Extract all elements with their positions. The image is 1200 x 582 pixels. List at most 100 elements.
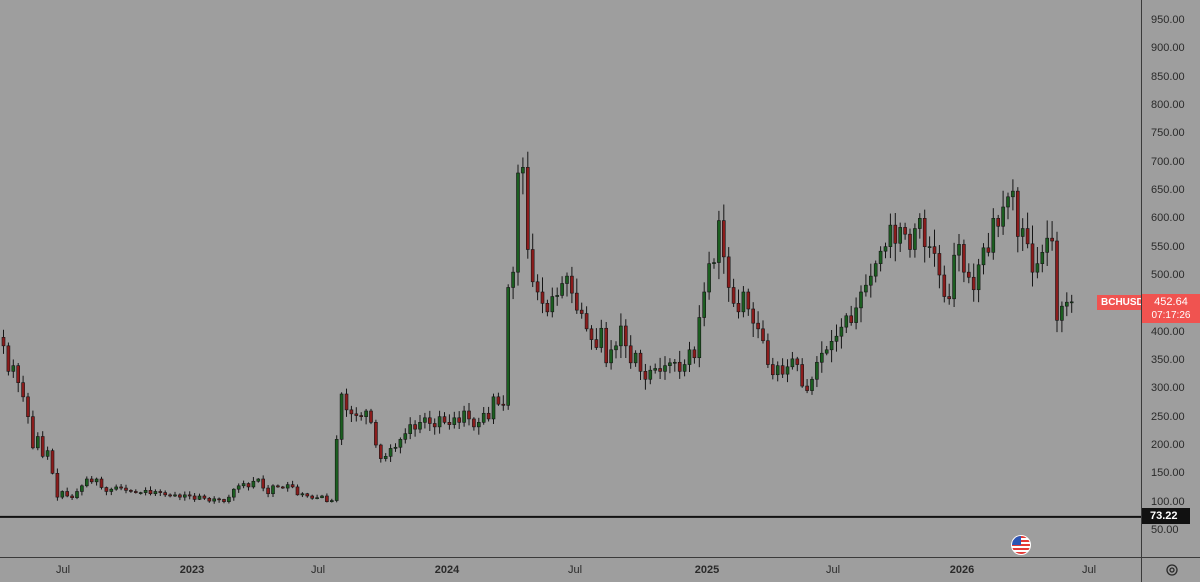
candle-down[interactable] — [374, 422, 378, 446]
candle-down[interactable] — [349, 409, 354, 415]
candle-down[interactable] — [574, 292, 579, 311]
candle-up[interactable] — [697, 317, 702, 359]
candle-up[interactable] — [1069, 301, 1074, 304]
candle-down[interactable] — [246, 483, 251, 488]
candle-down[interactable] — [359, 415, 364, 417]
candle-up[interactable] — [256, 478, 261, 482]
candle-up[interactable] — [815, 361, 819, 380]
candle-down[interactable] — [971, 276, 976, 291]
candle-down[interactable] — [134, 491, 138, 493]
candle-up[interactable] — [790, 358, 795, 368]
candle-down[interactable] — [432, 423, 437, 428]
candle-up[interactable] — [114, 486, 118, 490]
candle-down[interactable] — [643, 371, 648, 380]
candle-up[interactable] — [560, 283, 564, 296]
candle-down[interactable] — [756, 322, 760, 330]
candle-down[interactable] — [413, 424, 417, 430]
candle-down[interactable] — [908, 233, 912, 250]
candle-up[interactable] — [712, 262, 716, 264]
candle-up[interactable] — [364, 410, 368, 417]
candle-up[interactable] — [236, 485, 241, 490]
axis-settings-corner[interactable] — [1141, 557, 1200, 582]
candle-up[interactable] — [423, 417, 427, 423]
candle-up[interactable] — [868, 275, 873, 286]
candle-up[interactable] — [609, 349, 613, 364]
candle-up[interactable] — [388, 448, 393, 457]
candle-up[interactable] — [834, 335, 839, 342]
candle-up[interactable] — [648, 369, 653, 380]
candle-up[interactable] — [60, 491, 65, 498]
candle-up[interactable] — [393, 446, 398, 449]
candle-up[interactable] — [883, 246, 888, 252]
candle-up[interactable] — [878, 250, 883, 264]
candle-down[interactable] — [1025, 228, 1030, 245]
candle-up[interactable] — [927, 246, 932, 248]
candle-up[interactable] — [183, 494, 187, 498]
candle-up[interactable] — [839, 326, 844, 337]
candle-down[interactable] — [467, 410, 471, 420]
candle-down[interactable] — [207, 497, 212, 502]
candle-down[interactable] — [1015, 190, 1020, 237]
candle-up[interactable] — [521, 167, 525, 174]
candle-down[interactable] — [457, 417, 462, 423]
settings-icon[interactable] — [1165, 563, 1179, 577]
candle-down[interactable] — [310, 495, 315, 499]
candle-down[interactable] — [442, 416, 447, 423]
candle-down[interactable] — [89, 478, 94, 483]
candle-up[interactable] — [462, 410, 466, 423]
candle-up[interactable] — [864, 284, 868, 293]
candle-up[interactable] — [11, 365, 16, 372]
candle-down[interactable] — [570, 275, 574, 294]
candle-down[interactable] — [148, 490, 153, 495]
candle-down[interactable] — [119, 486, 123, 489]
candle-up[interactable] — [810, 378, 814, 391]
candle-up[interactable] — [320, 495, 324, 498]
candle-up[interactable] — [1020, 228, 1025, 237]
candle-up[interactable] — [707, 263, 711, 293]
candle-up[interactable] — [271, 485, 275, 495]
candle-up[interactable] — [241, 483, 246, 487]
candle-up[interactable] — [663, 365, 667, 372]
candle-down[interactable] — [168, 494, 172, 497]
candle-up[interactable] — [741, 291, 746, 313]
candle-down[interactable] — [766, 340, 770, 365]
candle-up[interactable] — [45, 450, 50, 457]
candle-up[interactable] — [687, 349, 692, 365]
candle-up[interactable] — [991, 218, 996, 253]
candle-down[interactable] — [427, 417, 432, 424]
candle-down[interactable] — [99, 478, 104, 488]
candle-up[interactable] — [917, 218, 922, 229]
candle-up[interactable] — [550, 296, 555, 313]
candle-down[interactable] — [638, 352, 643, 372]
candle-up[interactable] — [785, 366, 790, 375]
candle-down[interactable] — [369, 410, 373, 423]
candle-down[interactable] — [986, 247, 991, 253]
candle-down[interactable] — [721, 220, 726, 258]
candle-down[interactable] — [129, 490, 133, 492]
candle-up[interactable] — [452, 417, 457, 425]
candle-down[interactable] — [966, 271, 971, 278]
candle-down[interactable] — [202, 495, 207, 499]
candle-up[interactable] — [565, 275, 569, 284]
candle-up[interactable] — [888, 224, 893, 247]
candle-down[interactable] — [40, 436, 45, 457]
candle-down[interactable] — [280, 486, 285, 489]
candle-up[interactable] — [153, 491, 158, 495]
candle-up[interactable] — [251, 480, 256, 488]
candle-down[interactable] — [893, 224, 898, 244]
candle-up[interactable] — [197, 495, 202, 500]
candle-up[interactable] — [599, 327, 604, 348]
candle-up[interactable] — [981, 247, 986, 266]
candle-up[interactable] — [859, 291, 863, 309]
candle-down[interactable] — [584, 313, 589, 330]
candle-up[interactable] — [873, 263, 878, 277]
candle-up[interactable] — [300, 493, 305, 496]
price-axis[interactable]: 950.00 900.00 850.00 800.00 750.00 700.00 650.… — [1141, 0, 1200, 557]
candle-down[interactable] — [922, 218, 927, 247]
candle-down[interactable] — [849, 315, 854, 323]
candle-down[interactable] — [276, 485, 280, 488]
candle-up[interactable] — [619, 325, 623, 347]
candle-up[interactable] — [143, 490, 148, 493]
candle-down[interactable] — [344, 393, 349, 411]
candle-down[interactable] — [31, 416, 35, 449]
